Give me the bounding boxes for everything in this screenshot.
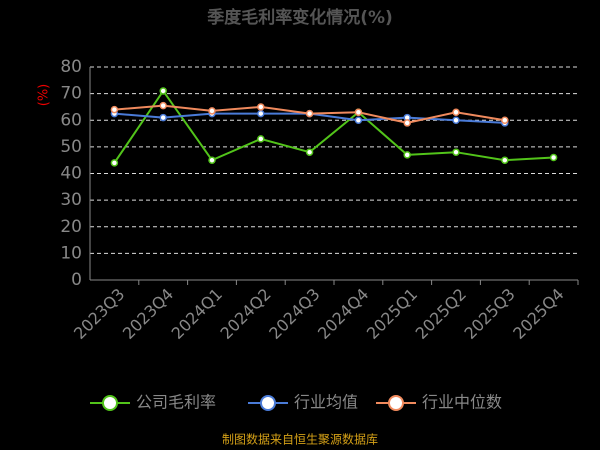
data-point	[110, 105, 119, 114]
data-point	[110, 159, 119, 167]
y-tick-label: 10	[60, 243, 82, 263]
data-point	[159, 101, 167, 110]
y-tick-label: 80	[60, 57, 82, 77]
data-point	[305, 109, 314, 118]
x-tick-label: 2024Q4	[314, 285, 372, 343]
x-tick-label: 2025Q1	[363, 285, 421, 343]
data-point	[354, 108, 363, 117]
legend-label: 行业中位数	[422, 393, 502, 412]
x-tick-label: 2024Q1	[168, 285, 226, 343]
x-tick-label: 2024Q3	[265, 285, 323, 343]
source-note: 制图数据来自恒生聚源数据库	[222, 432, 378, 447]
data-point	[305, 148, 314, 156]
legend-label: 公司毛利率	[136, 393, 216, 412]
y-tick-label: 60	[60, 110, 82, 130]
data-point	[452, 148, 460, 156]
chart-title: 季度毛利率变化情况(%)	[207, 7, 393, 28]
data-point	[159, 113, 167, 122]
data-point	[403, 151, 411, 159]
data-point	[257, 103, 265, 111]
data-point	[208, 156, 216, 164]
x-tick-label: 2025Q3	[460, 285, 518, 343]
data-point	[354, 116, 363, 124]
x-tick-label: 2025Q4	[509, 285, 567, 343]
x-tick-label: 2023Q3	[70, 285, 128, 343]
series-line	[113, 89, 554, 164]
data-point	[403, 119, 411, 127]
legend-marker	[388, 395, 404, 411]
data-point	[452, 116, 460, 124]
y-tick-label: 50	[60, 137, 82, 157]
y-axis-label: (%)	[37, 84, 52, 107]
legend-marker	[260, 395, 276, 411]
data-point	[549, 153, 558, 162]
x-tick-label: 2025Q2	[412, 285, 470, 343]
y-tick-label: 20	[60, 217, 82, 237]
data-point	[501, 116, 509, 124]
data-point	[257, 109, 265, 118]
data-point	[501, 156, 509, 164]
legend-marker	[102, 395, 118, 411]
x-tick-label: 2023Q4	[119, 285, 177, 343]
data-point	[257, 135, 265, 143]
y-tick-label: 40	[60, 164, 82, 184]
data-point	[159, 87, 167, 95]
x-tick-label: 2024Q2	[216, 285, 274, 343]
y-tick-label: 70	[60, 84, 82, 104]
data-point	[452, 108, 460, 117]
data-point	[208, 107, 216, 115]
legend-label: 行业均值	[294, 393, 358, 412]
y-tick-label: 0	[71, 270, 82, 290]
y-tick-label: 30	[60, 190, 82, 210]
